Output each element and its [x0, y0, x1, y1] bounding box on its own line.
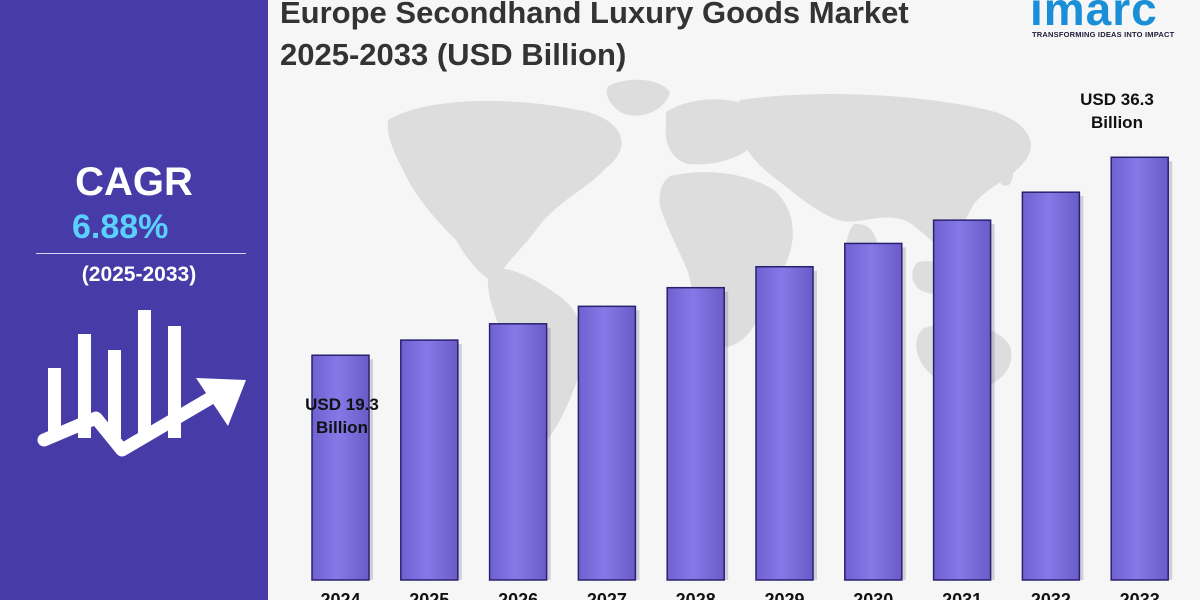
cagr-label: CAGR [75, 160, 193, 204]
imarc-logo[interactable]: imarc TRANSFORMING IDEAS INTO IMPACT [1030, 0, 1190, 46]
bar-2030 [844, 242, 903, 581]
bar-2033 [1110, 156, 1169, 581]
bar-2028 [666, 286, 725, 581]
chart-title-line1: Europe Secondhand Luxury Goods Market [280, 0, 909, 30]
logo-wordmark: imarc [1030, 0, 1158, 35]
x-tick-label-2033: 2033 [1120, 590, 1160, 600]
bar-2027 [577, 305, 637, 581]
x-tick-label-2027: 2027 [587, 590, 627, 600]
chart-title: Europe Secondhand Luxury Goods Market 20… [280, 0, 909, 76]
growth-chart-icon [37, 310, 246, 457]
cagr-value: 6.88% [72, 208, 169, 246]
logo-tagline: TRANSFORMING IDEAS INTO IMPACT [1032, 30, 1175, 39]
cagr-period: (2025-2033) [81, 263, 197, 286]
last-value-line1: USD 36.3 [1080, 90, 1154, 109]
bar-2032 [1021, 191, 1081, 581]
x-tick-label-2032: 2032 [1031, 590, 1071, 600]
bar-2026 [488, 323, 548, 581]
world-map-background [387, 79, 1031, 444]
first-value-line1: USD 19.3 [305, 395, 379, 414]
chart-title-line2: 2025-2033 (USD Billion) [280, 37, 627, 72]
x-tick-label-2029: 2029 [764, 590, 804, 600]
cagr-sidebar [0, 0, 268, 600]
x-tick-label-2025: 2025 [409, 590, 449, 600]
first-value-annotation: USD 19.3 Billion [290, 393, 394, 439]
cagr-divider [36, 253, 246, 254]
last-value-line2: Billion [1091, 113, 1143, 132]
bar-2029 [755, 265, 814, 581]
bar-2031 [932, 219, 992, 581]
x-tick-label-2030: 2030 [853, 590, 893, 600]
x-tick-label-2031: 2031 [942, 590, 982, 600]
first-value-line2: Billion [316, 418, 368, 437]
bar-2024 [311, 354, 370, 581]
x-tick-label-2024: 2024 [320, 590, 360, 600]
x-tick-label-2028: 2028 [676, 590, 716, 600]
last-value-annotation: USD 36.3 Billion [1062, 88, 1172, 134]
bar-2025 [400, 339, 459, 581]
x-tick-label-2026: 2026 [498, 590, 538, 600]
